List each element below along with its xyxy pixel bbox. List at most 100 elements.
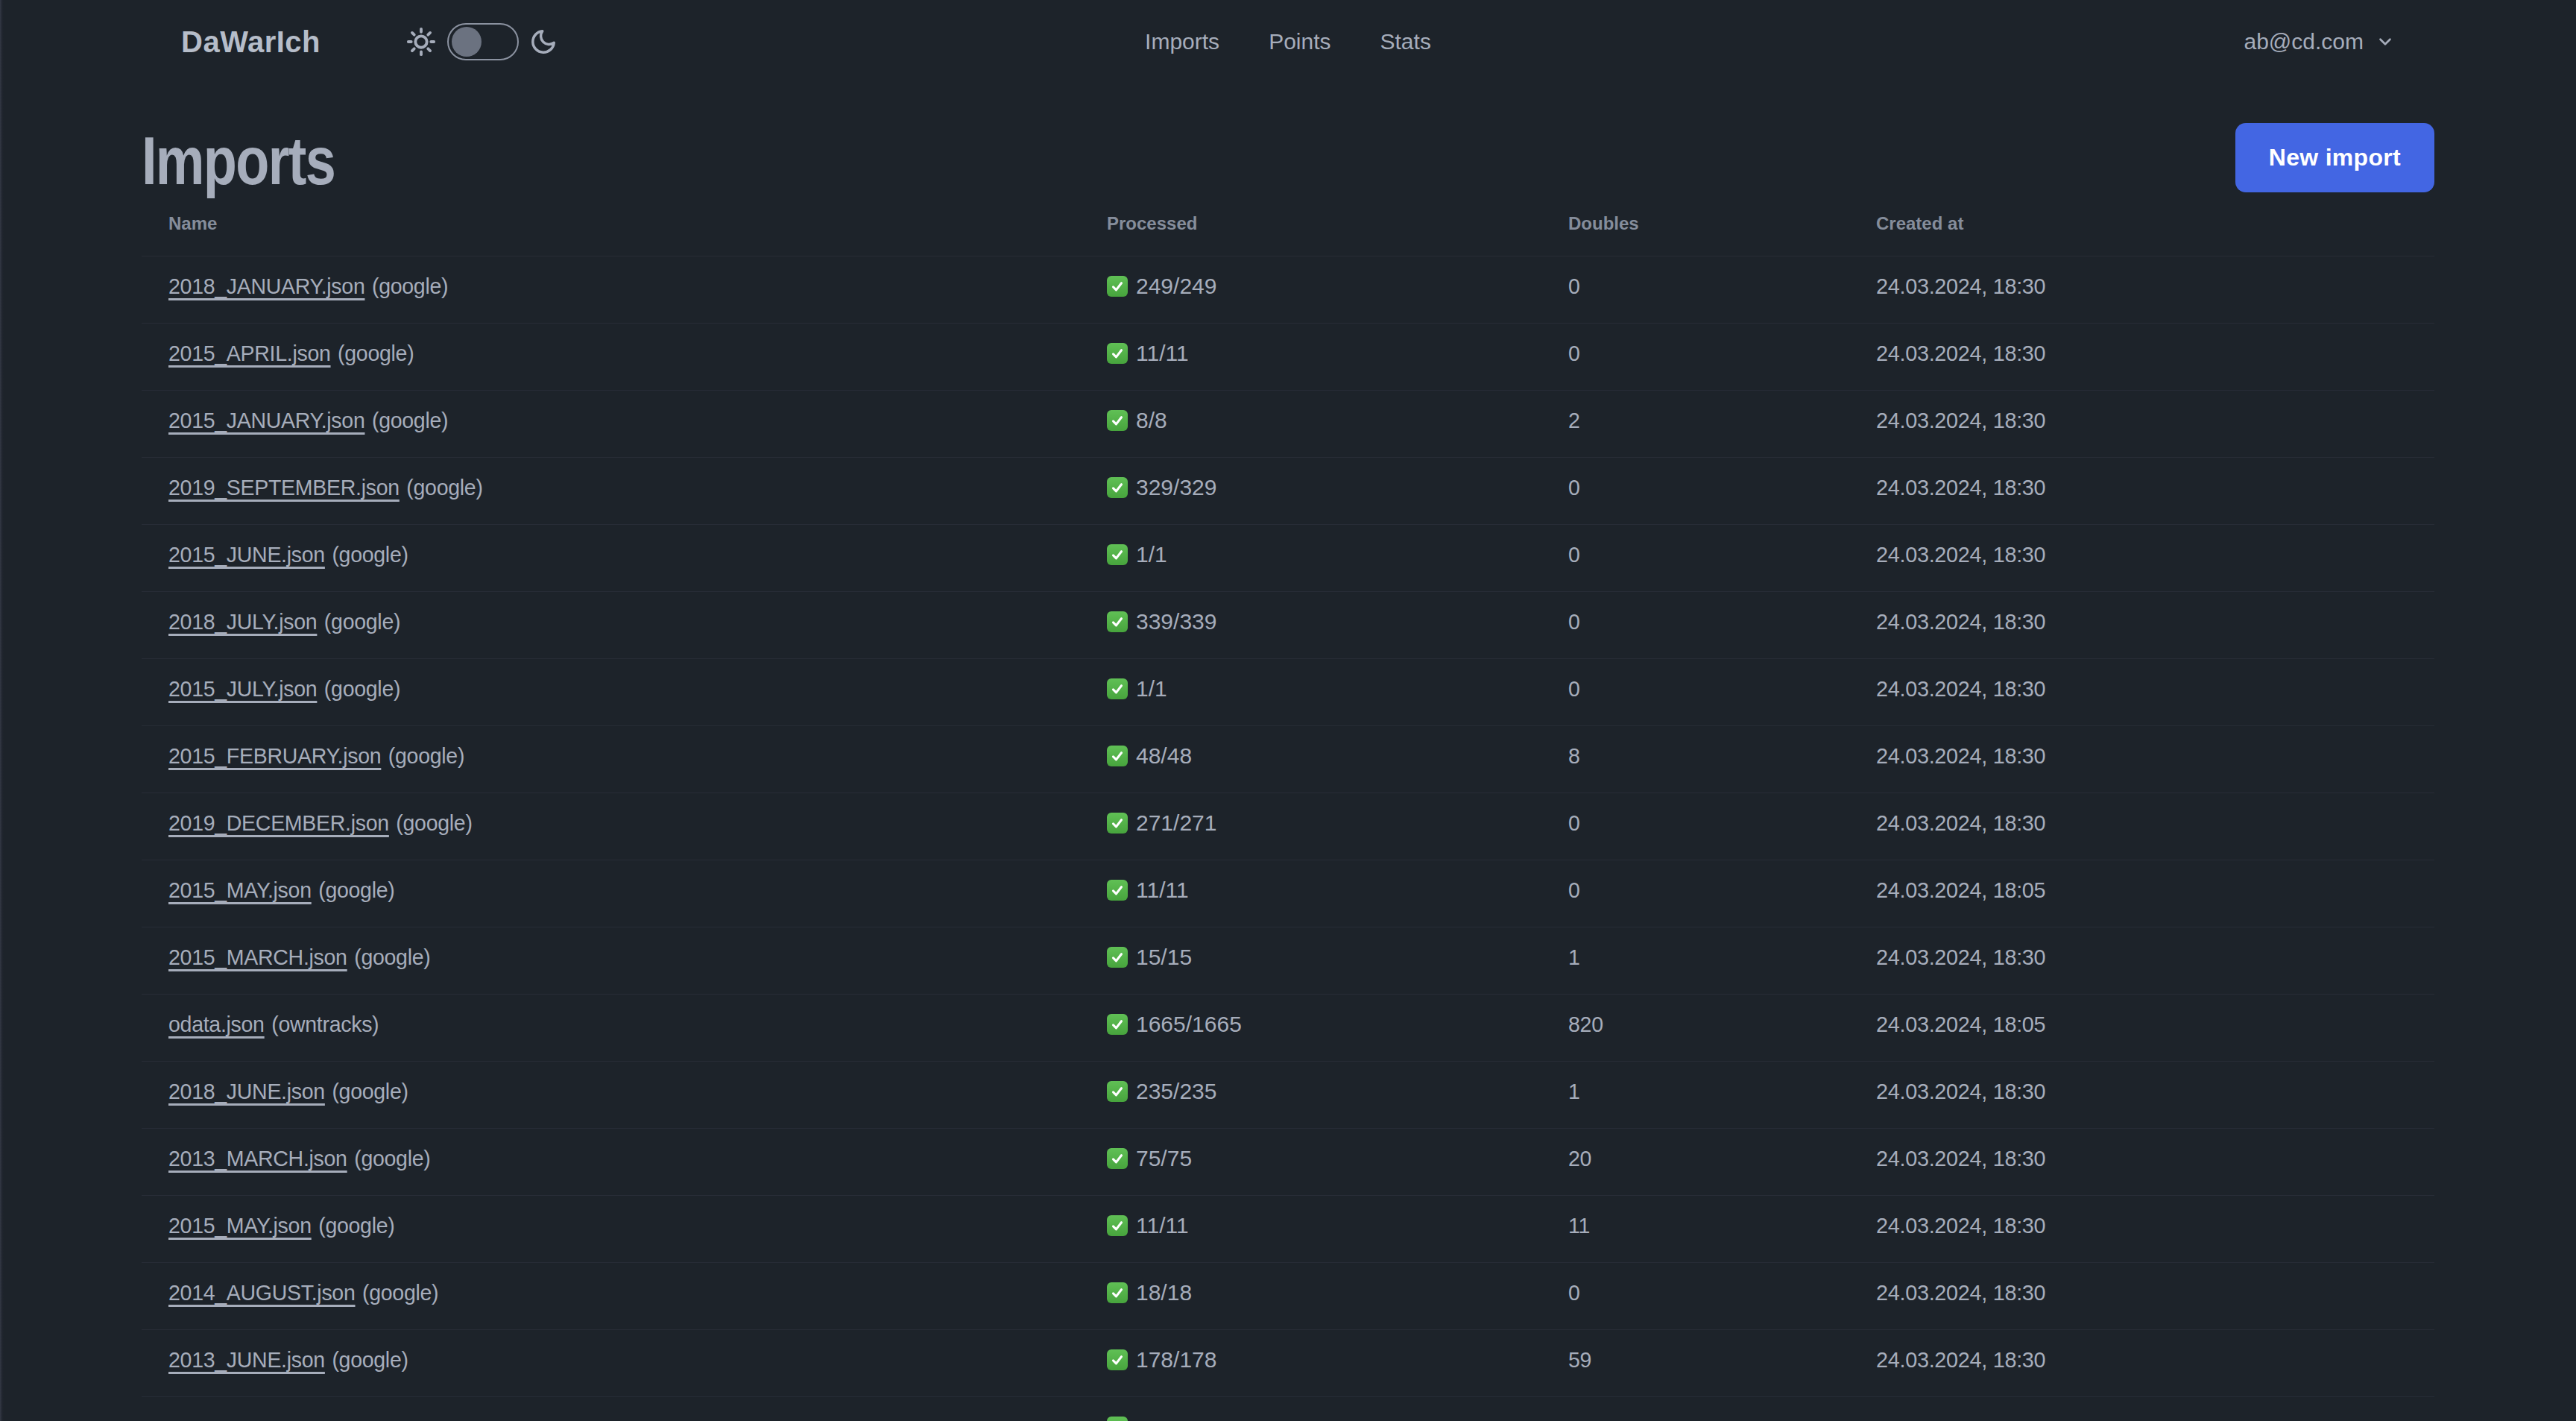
cell-created-at: 24.03.2024, 18:30 [1849, 1062, 2434, 1129]
app-logo[interactable]: DaWarIch [181, 25, 321, 59]
nav-link-imports[interactable]: Imports [1145, 29, 1219, 54]
account-menu[interactable]: ab@cd.com [2244, 29, 2395, 54]
file-link[interactable]: 2019_SEPTEMBER.json [168, 475, 400, 500]
table-row: 2015_MAY.json(google) 11/11 11 24.03.202… [142, 1196, 2434, 1263]
created-at-value: 24.03.2024, 18:30 [1876, 609, 2045, 634]
check-emoji-icon [1107, 544, 1128, 565]
column-header-processed: Processed [1080, 213, 1541, 256]
nav-link-stats[interactable]: Stats [1380, 29, 1431, 54]
cell-processed: 15/15 [1080, 927, 1541, 995]
file-link[interactable]: 2013_MARCH.json [168, 1146, 347, 1170]
file-link[interactable]: 2018_JULY.json [168, 609, 317, 634]
table-row: odata.json(owntracks) 1665/1665 820 24.0… [142, 995, 2434, 1062]
cell-name: 2019_DECEMBER.json(google) [142, 793, 1080, 860]
check-emoji-icon [1107, 1148, 1128, 1169]
file-source: (google) [372, 274, 448, 298]
file-link[interactable]: 2015_JANUARY.json [168, 408, 364, 432]
cell-name: 2015_APRIL.json (google) [142, 324, 1080, 391]
cell-name: 2015_MAY.json(google) [142, 860, 1080, 927]
cell-created-at: 24.03.2024, 18:30 [1849, 1129, 2434, 1196]
file-link[interactable]: 2015_MAY.json [168, 1213, 312, 1238]
created-at-value: 24.03.2024, 18:30 [1876, 1079, 2045, 1104]
doubles-value: 11 [1568, 1213, 1590, 1238]
processed-count: 11/11 [1136, 341, 1189, 366]
file-link[interactable]: 2015_APRIL.json [168, 341, 331, 365]
check-emoji-icon [1107, 276, 1128, 297]
cell-name: 2015_FEBRUARY.json(google) [142, 726, 1080, 793]
cell-doubles: 0 [1541, 659, 1849, 726]
file-link[interactable]: 2018_JANUARY.json [168, 274, 364, 298]
cell-doubles: 0 [1541, 592, 1849, 659]
table-row: 2014_AUGUST.json(google) 18/18 0 24.03.2… [142, 1263, 2434, 1330]
cell-name: 2015_JANUARY.json(google) [142, 391, 1080, 458]
file-link[interactable]: 2014_AUGUST.json [168, 1280, 356, 1305]
new-import-button[interactable]: New import [2235, 123, 2434, 192]
doubles-value: 2 [1568, 408, 1580, 433]
file-source: (owntracks) [271, 1012, 379, 1036]
cell-created-at: 24.03.2024, 18:30 [1849, 793, 2434, 860]
cell-name: 2015_JUNE.json (google) [142, 525, 1080, 592]
table-row: 2015_MAY.json(google) 11/11 0 24.03.2024… [142, 860, 2434, 927]
file-link[interactable]: 2015_MARCH.json [168, 945, 347, 969]
cell-processed: 329/329 [1080, 458, 1541, 525]
file-link[interactable]: odata.json [168, 1012, 265, 1036]
processed-count: 48/48 [1136, 743, 1192, 769]
file-link[interactable]: 2019_DECEMBER.json [168, 810, 389, 835]
created-at-value: 24.03.2024, 18:30 [1876, 542, 2045, 567]
cell-processed: 1/1 [1080, 525, 1541, 592]
file-link[interactable]: 2015_FEBRUARY.json [168, 743, 381, 768]
page-title: Imports [142, 127, 335, 195]
created-at-value: 24.03.2024, 18:30 [1876, 475, 2045, 500]
processed-count: 271/271 [1136, 810, 1216, 836]
sun-icon [405, 26, 437, 57]
cell-processed: 11/11 [1080, 1196, 1541, 1263]
created-at-value: 24.03.2024, 18:30 [1876, 274, 2045, 299]
cell-doubles: 0 [1541, 860, 1849, 927]
doubles-value: 1 [1568, 945, 1580, 970]
file-source: (google) [332, 542, 408, 567]
cell-name: 2013_MARCH.json(google) [142, 1129, 1080, 1196]
file-source: (google) [338, 341, 414, 365]
file-source: (google) [324, 676, 400, 701]
table-row: 2013_JUNE.json(google) 178/178 59 24.03.… [142, 1330, 2434, 1397]
check-emoji-icon [1107, 678, 1128, 699]
doubles-value: 820 [1568, 1012, 1603, 1037]
cell-doubles: 820 [1541, 995, 1849, 1062]
doubles-value: 0 [1568, 878, 1580, 903]
created-at-value: 24.03.2024, 18:05 [1876, 1012, 2045, 1037]
cell-processed: 178/178 [1080, 1330, 1541, 1397]
file-link[interactable]: 2013_JUNE.json [168, 1347, 325, 1372]
moon-icon [529, 28, 558, 56]
cell-doubles: 2 [1541, 391, 1849, 458]
check-emoji-icon [1107, 947, 1128, 968]
cell-created-at: 24.03.2024, 18:30 [1849, 592, 2434, 659]
theme-switch[interactable] [447, 23, 519, 60]
check-emoji-icon [1107, 1081, 1128, 1102]
cell-doubles: 0 [1541, 525, 1849, 592]
file-link[interactable]: 2015_MAY.json [168, 878, 312, 902]
theme-toggle [405, 23, 558, 60]
table-row: 2018_JULY.json(google) 339/339 0 24.03.2… [142, 592, 2434, 659]
processed-count: 15/15 [1136, 945, 1192, 970]
processed-count: 11/11 [1136, 1213, 1189, 1238]
imports-table: Name Processed Doubles Created at 2018_J… [142, 213, 2434, 1421]
cell-created-at: 24.03.2024, 18:30 [1849, 324, 2434, 391]
file-link[interactable]: 2015_JULY.json [168, 676, 317, 701]
table-row: 2015_FEBRUARY.json(google) 48/48 8 24.03… [142, 726, 2434, 793]
cell-processed: 271/271 [1080, 793, 1541, 860]
check-emoji-icon [1107, 611, 1128, 632]
cell-name: 2013_JUNE.json(google) [142, 1330, 1080, 1397]
created-at-value: 24.03.2024, 18:30 [1876, 1280, 2045, 1305]
file-link[interactable]: 2015_JUNE.json [168, 542, 325, 567]
cell-doubles: 0 [1541, 458, 1849, 525]
cell-created-at [1849, 1397, 2434, 1421]
table-row: 2015_APRIL.json(google) 11/11 0 24.03.20… [142, 324, 2434, 391]
file-source: (google) [332, 1079, 408, 1103]
file-link[interactable]: 2018_JUNE.json [168, 1079, 325, 1103]
processed-count: 1/1 [1136, 542, 1167, 567]
cell-name: 2015_JULY.json (google) [142, 659, 1080, 726]
check-emoji-icon [1107, 1349, 1128, 1370]
nav-link-points[interactable]: Points [1269, 29, 1330, 54]
cell-created-at: 24.03.2024, 18:30 [1849, 1263, 2434, 1330]
cell-doubles: 0 [1541, 793, 1849, 860]
